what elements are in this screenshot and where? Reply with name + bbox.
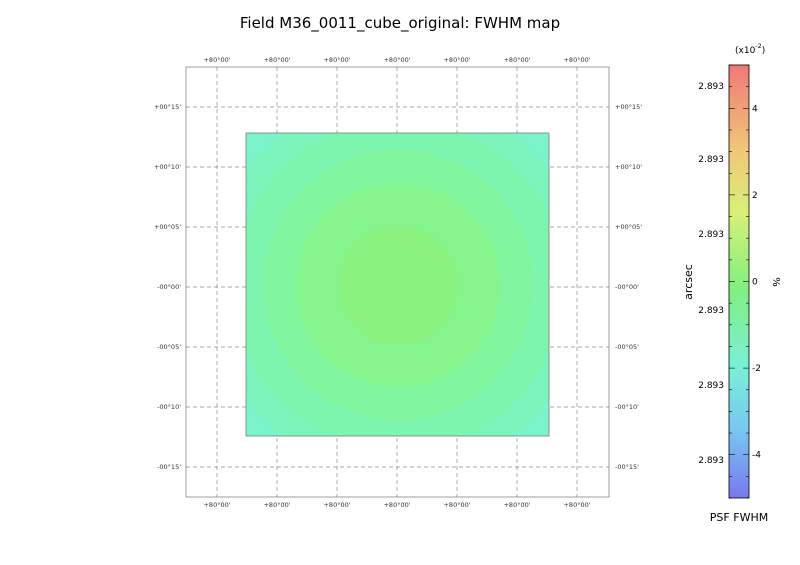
y-tick-label-left: +00°10' bbox=[154, 163, 181, 171]
x-tick-label-top: +80°00' bbox=[203, 56, 230, 64]
colorbar-arcsec-label: 2.893 bbox=[698, 155, 724, 165]
colorbar-arcsec-label: 2.893 bbox=[698, 82, 724, 92]
map-contour-band bbox=[338, 225, 458, 345]
y-tick-label-right: +00°15' bbox=[615, 103, 642, 111]
y-tick-label-right: -00°10' bbox=[615, 403, 639, 411]
colorbar: 4 2 0 -2 -4 2.893 2.893 2.893 2.893 2.893 2.893 (x1… bbox=[682, 42, 781, 524]
x-tick-label-bottom: +80°00' bbox=[383, 501, 410, 509]
colorbar-arcsec-label: 2.893 bbox=[698, 456, 724, 466]
y-tick-labels: +00°15' +00°15' +00°10' +00°10' +00°05' +00°0… bbox=[154, 103, 642, 471]
x-tick-label-bottom: +80°00' bbox=[203, 501, 230, 509]
x-tick-label-top: +80°00' bbox=[563, 56, 590, 64]
x-tick-label-bottom: +80°00' bbox=[323, 501, 350, 509]
y-tick-label-right: -00°00' bbox=[615, 283, 639, 291]
x-tick-label-top: +80°00' bbox=[323, 56, 350, 64]
colorbar-multiplier: (x10-2) bbox=[735, 42, 765, 56]
colorbar-percent-label: -4 bbox=[752, 451, 761, 461]
colorbar-arcsec-label: 2.893 bbox=[698, 230, 724, 240]
colorbar-percent-label: -2 bbox=[752, 364, 761, 374]
colorbar-right-axis-label: % bbox=[770, 277, 781, 287]
x-tick-label-top: +80°00' bbox=[443, 56, 470, 64]
y-tick-label-right: +00°10' bbox=[615, 163, 642, 171]
y-tick-label-right: -00°15' bbox=[615, 463, 639, 471]
y-tick-label-left: -00°05' bbox=[157, 343, 181, 351]
map-border bbox=[245, 132, 550, 437]
colorbar-arcsec-label: 2.893 bbox=[698, 306, 724, 316]
colorbar-percent-label: 0 bbox=[752, 278, 758, 288]
y-tick-label-left: -00°15' bbox=[157, 463, 181, 471]
colorbar-left-axis-label: arcsec bbox=[682, 264, 695, 300]
colorbar-arcsec-label: 2.893 bbox=[698, 381, 724, 391]
x-tick-label-top: +80°00' bbox=[383, 56, 410, 64]
x-tick-label-bottom: +80°00' bbox=[443, 501, 470, 509]
colorbar-percent-label: 4 bbox=[752, 104, 758, 114]
x-tick-label-top: +80°00' bbox=[503, 56, 530, 64]
y-tick-label-left: +00°05' bbox=[154, 223, 181, 231]
x-tick-label-bottom: +80°00' bbox=[563, 501, 590, 509]
plot-frame bbox=[185, 66, 610, 498]
x-tick-label-top: +80°00' bbox=[263, 56, 290, 64]
colorbar-percent-label: 2 bbox=[752, 191, 758, 201]
x-tick-label-bottom: +80°00' bbox=[503, 501, 530, 509]
fwhm-map bbox=[246, 133, 549, 436]
y-tick-label-left: -00°00' bbox=[157, 283, 181, 291]
y-tick-label-right: +00°05' bbox=[615, 223, 642, 231]
y-tick-label-right: -00°05' bbox=[615, 343, 639, 351]
y-tick-label-left: -00°10' bbox=[157, 403, 181, 411]
chart-title: Field M36_0011_cube_original: FWHM map bbox=[239, 14, 561, 32]
colorbar-title: PSF FWHM bbox=[710, 511, 768, 524]
y-tick-label-left: +00°15' bbox=[154, 103, 181, 111]
x-tick-label-bottom: +80°00' bbox=[263, 501, 290, 509]
x-tick-labels: +80°00' +80°00' +80°00' +80°00' +80°00' +80°0… bbox=[203, 56, 590, 509]
